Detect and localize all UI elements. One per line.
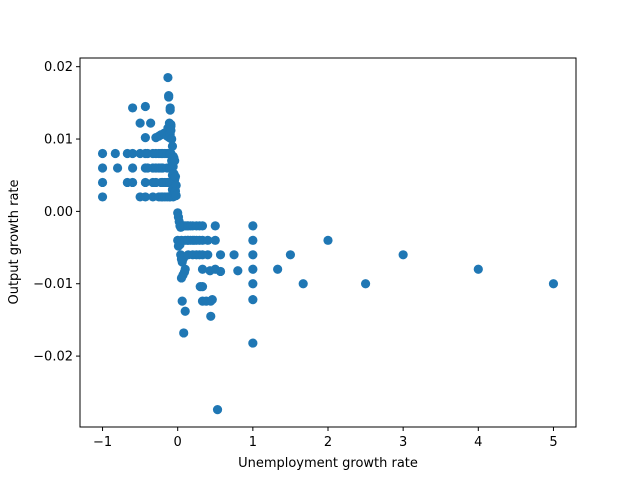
data-point-98 (171, 180, 181, 190)
data-point-1 (97, 163, 108, 173)
data-point-167 (248, 235, 258, 245)
x-axis-ticks: −1 0 1 2 3 4 5 (93, 427, 558, 450)
data-point-55 (163, 72, 173, 83)
data-point-163 (229, 250, 239, 260)
data-point-173 (273, 264, 283, 274)
data-point-165 (212, 405, 223, 415)
data-point-174 (285, 250, 296, 260)
data-point-3 (97, 192, 108, 202)
data-point-15 (140, 101, 150, 112)
data-point-16 (140, 132, 150, 143)
data-point-20 (140, 192, 150, 202)
data-point-4 (110, 148, 120, 159)
points-layer (97, 72, 559, 415)
data-point-12 (135, 118, 145, 128)
x-tick-label-6: 5 (549, 435, 557, 450)
data-point-11 (128, 177, 138, 188)
data-point-169 (248, 264, 258, 274)
data-point-19 (140, 177, 150, 188)
data-point-159 (207, 295, 217, 305)
data-point-179 (473, 264, 483, 274)
data-point-8 (128, 103, 138, 113)
y-tick-label-0: −0.02 (33, 350, 73, 365)
data-point-99 (171, 190, 181, 201)
x-tick-label-3: 2 (324, 435, 332, 450)
data-point-166 (248, 221, 258, 231)
data-point-178 (398, 250, 408, 260)
data-point-5 (112, 163, 123, 173)
data-point-93 (170, 156, 180, 166)
data-point-118 (180, 264, 190, 274)
data-point-65 (165, 105, 175, 115)
data-point-120 (179, 328, 189, 338)
data-point-172 (248, 338, 258, 348)
x-tick-label-0: −1 (93, 435, 112, 450)
data-point-96 (170, 172, 181, 182)
data-point-150 (203, 250, 213, 260)
data-point-10 (128, 163, 138, 173)
y-tick-label-1: −0.01 (33, 277, 73, 292)
data-point-144 (210, 235, 220, 245)
y-tick-label-3: 0.01 (44, 133, 73, 148)
x-axis-label: Unemployment growth rate (238, 456, 418, 471)
data-point-132 (197, 221, 208, 231)
y-tick-label-2: 0.00 (44, 205, 73, 220)
data-point-76 (167, 134, 177, 144)
data-point-177 (360, 279, 371, 289)
x-tick-label-4: 3 (399, 435, 407, 450)
data-point-23 (146, 118, 156, 128)
data-point-151 (197, 264, 208, 274)
data-point-81 (167, 141, 178, 151)
data-point-9 (128, 148, 138, 159)
data-point-168 (248, 250, 258, 260)
data-point-57 (164, 91, 174, 101)
data-point-160 (206, 311, 216, 321)
data-point-74 (166, 125, 176, 135)
data-point-161 (215, 250, 226, 260)
data-point-119 (177, 296, 187, 306)
y-axis-ticks: −0.02 −0.01 0.00 0.01 0.02 (33, 60, 80, 365)
data-point-171 (248, 295, 258, 305)
data-point-133 (210, 221, 220, 231)
data-point-121 (180, 306, 190, 316)
data-point-2 (97, 177, 108, 188)
y-axis-label: Output growth rate (7, 179, 22, 304)
data-point-180 (548, 279, 559, 289)
x-tick-label-1: 0 (174, 435, 182, 450)
x-tick-label-2: 1 (249, 435, 257, 450)
data-point-155 (197, 282, 208, 292)
data-point-164 (233, 266, 243, 276)
data-point-162 (215, 266, 226, 277)
data-point-0 (97, 148, 108, 159)
data-point-176 (323, 235, 333, 245)
data-point-170 (248, 279, 258, 289)
data-point-143 (203, 235, 213, 245)
x-tick-label-5: 4 (474, 435, 482, 450)
y-tick-label-4: 0.02 (44, 60, 73, 75)
data-point-175 (298, 279, 308, 289)
